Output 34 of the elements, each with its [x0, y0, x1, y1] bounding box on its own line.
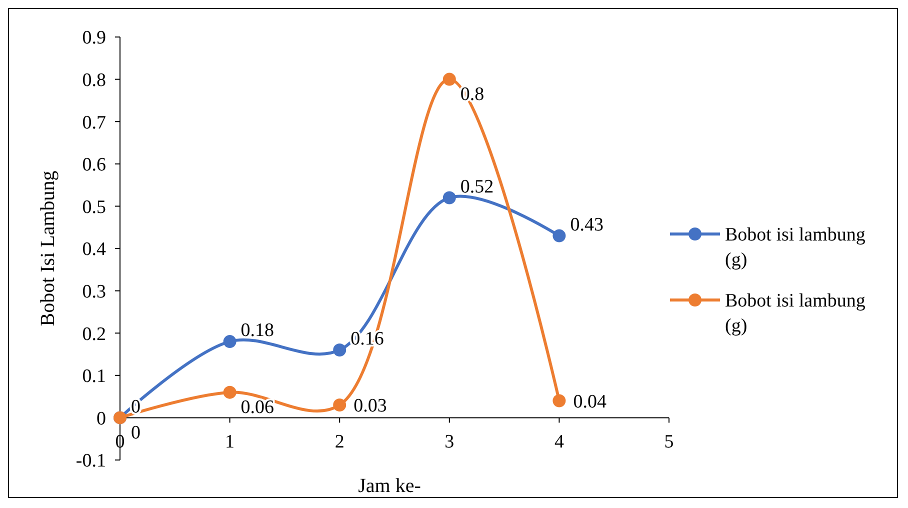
point: [223, 335, 236, 348]
y-tick-label: 0.4: [82, 239, 106, 260]
x-tick-label: 4: [554, 432, 564, 453]
point: [442, 72, 456, 86]
y-tick-label: 0: [96, 408, 106, 430]
x-tick-label: 3: [444, 432, 454, 453]
x-axis-title: Jam ke-: [358, 475, 421, 497]
data-label: 0.52: [460, 176, 494, 198]
legend-label: Bobot isi lambung (g): [725, 290, 866, 336]
data-label: 0.06: [240, 396, 274, 418]
y-axis-title: Bobot Isi Lambung: [37, 170, 59, 326]
x-tick-label: 1: [225, 432, 235, 453]
point: [552, 394, 566, 408]
point: [333, 344, 346, 357]
y-tick-label: -0.1: [76, 450, 106, 472]
point: [333, 398, 346, 412]
y-tick-label: 0.7: [82, 112, 106, 134]
y-tick-label: 0.8: [82, 70, 106, 91]
y-tick-label: 0.2: [82, 324, 106, 345]
y-tick-label: 0.1: [82, 366, 106, 388]
point: [223, 386, 236, 399]
x-tick-label: 5: [664, 432, 674, 453]
legend-label: Bobot isi lambung (g): [725, 224, 866, 270]
x-tick-label: 2: [334, 432, 344, 453]
point: [442, 191, 456, 204]
y-tick-label: 0.3: [82, 281, 106, 302]
data-label: 0.18: [240, 320, 274, 342]
y-tick-label: 0.5: [82, 196, 106, 218]
data-label: 0.03: [354, 396, 387, 417]
y-tick-label: 0.6: [82, 154, 106, 176]
point: [552, 229, 566, 242]
data-label: 0.04: [573, 391, 607, 412]
data-label: 0.43: [570, 214, 604, 236]
y-tick-label: 0.9: [82, 28, 106, 49]
